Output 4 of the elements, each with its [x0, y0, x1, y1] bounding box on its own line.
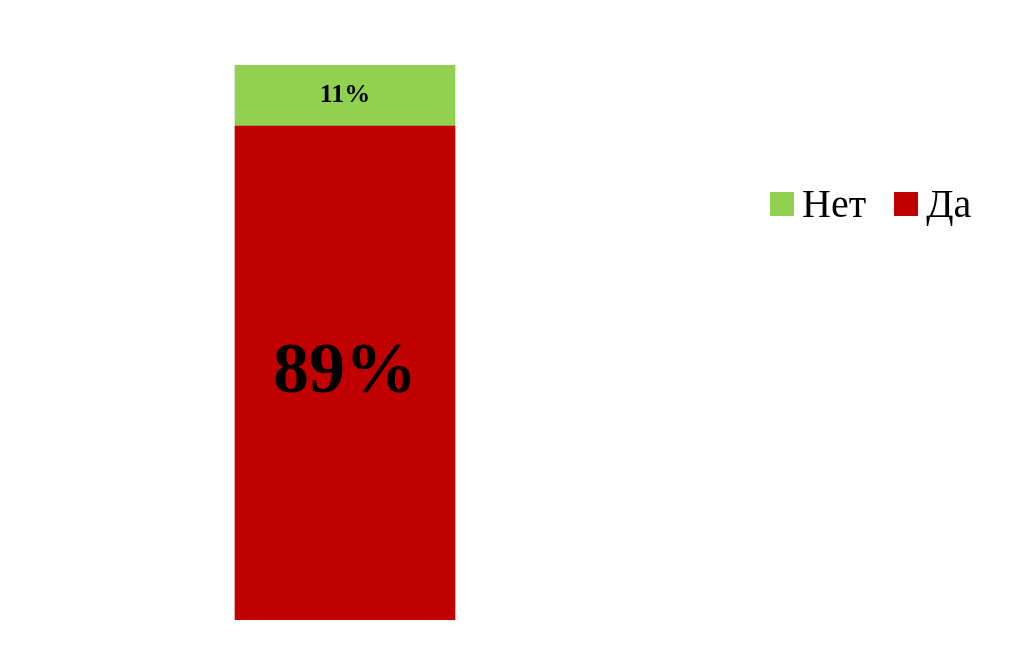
data-label: 11%: [319, 79, 371, 109]
legend-label: Да: [926, 180, 972, 227]
data-label: 89%: [273, 327, 417, 408]
legend-label: Нет: [802, 180, 867, 227]
